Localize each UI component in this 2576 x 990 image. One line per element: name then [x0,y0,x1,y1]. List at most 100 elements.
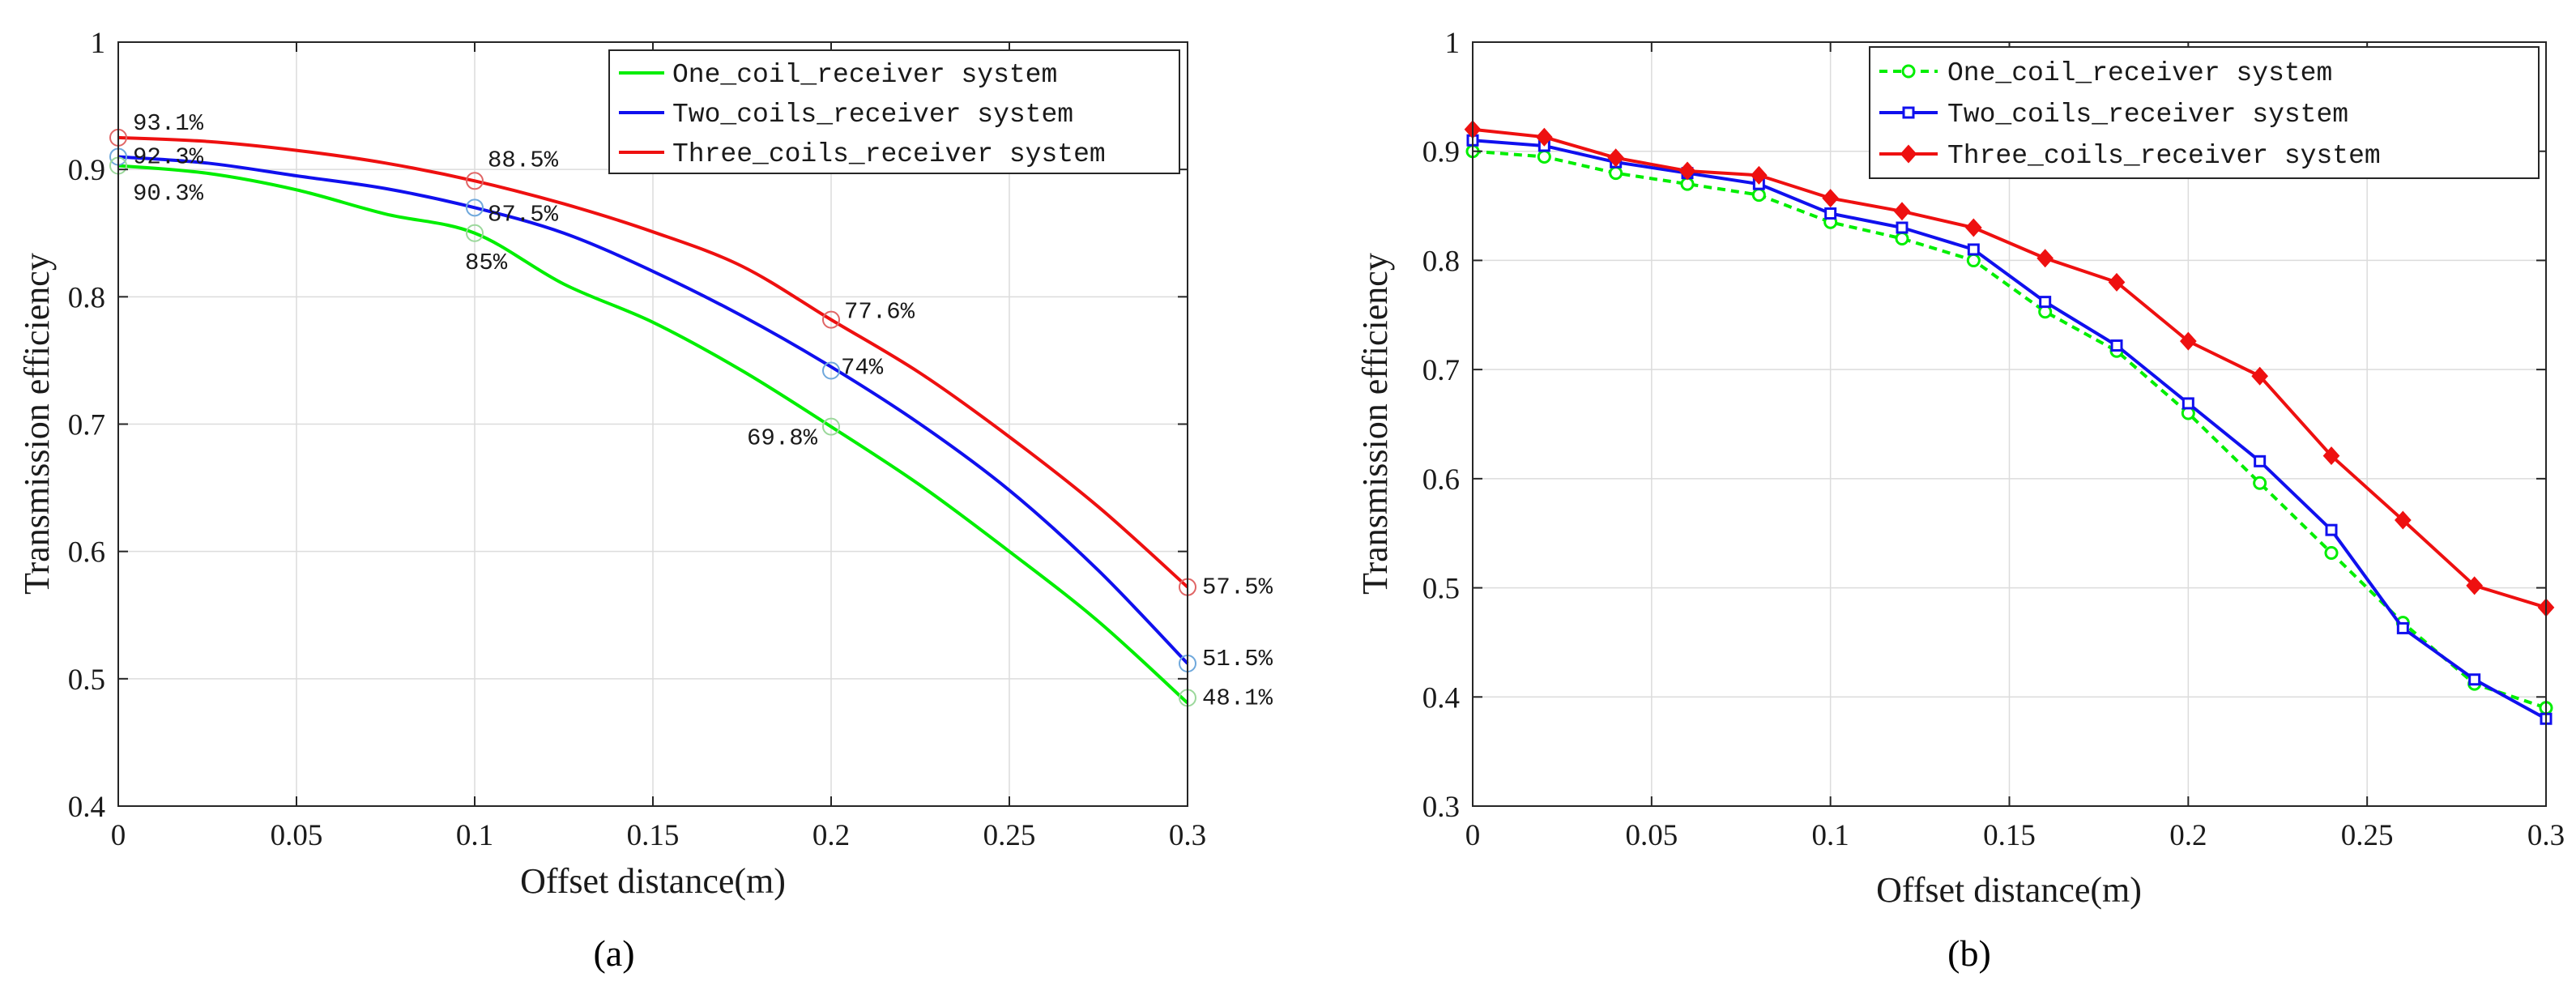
panel-b-x-tick-label: 0.15 [1983,819,2036,852]
panel-b-point-two_coils [2110,339,2123,352]
panel-b-point-two_coils [1824,207,1837,220]
panel-a-series-line-one_coil [117,164,1189,705]
panel-b-ticks: 0 0.05 0.1 0.15 0.2 0.25 0.3 0.3 0.4 0.5 0.6 0.7 0.8… [1422,27,2565,852]
panel-a-legend-label-three-coils: Three_coils_receiver system [672,139,1106,169]
panel-a-x-tick-label: 0.15 [627,819,680,852]
panel-b-point-three_coils [1964,218,1982,237]
panel-b-y-tick-label: 0.3 [1422,791,1460,824]
panel-a-annotation-label: 69.8% [747,425,818,452]
panel-a-y-tick-label: 0.5 [68,664,105,697]
panel-a-y-tick-label: 0.6 [68,536,105,570]
panel-b-y-axis-title: Transmission efficiency [1355,253,1395,595]
panel-a-series-line-three_coils [117,135,1189,589]
panel-b-point-three_coils [1893,202,1911,221]
panel-a-legend: One_coil_receiver system Two_coils_recei… [608,49,1180,174]
panel-b-chart: 0 0.05 0.1 0.15 0.2 0.25 0.3 0.3 0.4 0.5 0.6 0.7 0.8… [1355,27,2565,974]
panel-b-x-tick-label: 0 [1465,819,1481,852]
panel-a-annotation-label: 77.6% [844,299,915,326]
panel-b-x-tick-label: 0.3 [2527,819,2565,852]
panel-a-y-tick-label: 0.8 [68,281,105,314]
panel-b-point-two_coils [2325,523,2338,536]
panel-a-x-tick-label: 0.05 [271,819,323,852]
panel-b-y-tick-label: 0.4 [1422,681,1460,715]
panel-a-annotation-label: 93.1% [133,110,204,137]
panel-b-legend-label-three-coils: Three_coils_receiver system [1947,141,2381,171]
panel-b-point-one_coil [1751,188,1766,203]
panel-b-y-tick-label: 0.6 [1422,463,1460,497]
panel-a-y-tick-label: 0.7 [68,409,105,442]
panel-b-point-two_coils [2254,454,2267,467]
panel-a-annotation-marker [822,361,840,380]
panel-b-point-two_coils [2396,621,2409,634]
panel-a-x-tick-label: 0.2 [812,819,850,852]
panel-a-chart: 93.1% 92.3% 90.3% 88.5% 87.5% 85% 77.6% 74% 69.8… [17,27,1273,974]
panel-a-annotation-marker [466,224,484,242]
panel-b-x-axis-title: Offset distance(m) [1876,870,2142,910]
panel-b-point-two_coils [1896,221,1909,234]
panel-b-point-three_coils [2179,331,2197,351]
panel-b-point-two_coils [2039,296,2052,309]
panel-b-y-tick-label: 0.5 [1422,573,1460,606]
panel-a-x-tick-label: 0 [111,819,126,852]
panel-b-legend-marker-one-coil [1901,64,1916,79]
panel-a-legend-box [608,49,1180,174]
panel-a-y-tick-label: 0.9 [68,154,105,187]
panel-b-point-two_coils [1967,243,1980,256]
panel-a-annotation-label: 90.3% [133,180,204,207]
panel-b-point-three_coils [2394,510,2412,530]
panel-b-point-one_coil [2324,545,2339,560]
panel-b-legend-marker-two-coils [1902,106,1915,119]
panel-b-legend-label-one-coil: One_coil_receiver system [1947,58,2332,88]
panel-a-annotation-marker [822,417,840,436]
panel-b-point-one_coil [1537,149,1551,164]
panel-a-ticks: 0 0.05 0.1 0.15 0.2 0.25 0.3 0.4 0.5 0.6 0.7 0.8 0.9… [68,27,1206,852]
panel-b-caption: (b) [1947,932,1991,974]
panel-b-point-two_coils [2181,397,2194,410]
panel-a-x-tick-label: 0.3 [1169,819,1206,852]
panel-b-legend-marker-three-coils [1900,144,1917,164]
panel-b-point-three_coils [1535,127,1553,147]
panel-b-legend-box [1869,46,2540,179]
panel-a-annotation-label: 51.5% [1202,646,1273,672]
panel-a-y-axis-title: Transmission efficiency [17,253,57,595]
panel-a-x-tick-label: 0.1 [456,819,493,852]
panel-b-series-line-two_coils [1472,139,2547,720]
panel-a-y-tick-label: 0.4 [68,791,105,824]
panel-b-series [1464,120,2555,725]
panel-b-point-one_coil [1609,166,1623,181]
panel-b-point-two_coils [2468,673,2481,686]
panel-b-y-tick-label: 0.9 [1422,136,1460,169]
panel-a-annotations: 93.1% 92.3% 90.3% 88.5% 87.5% 85% 77.6% 74% 69.8… [109,110,1273,711]
panel-b-point-one_coil [1895,231,1909,245]
panel-a-annotation-label: 74% [841,354,884,381]
panel-a-series [117,135,1189,705]
panel-b-legend-label-two-coils: Two_coils_receiver system [1947,100,2348,130]
panel-a-annotation-label: 88.5% [488,147,559,173]
panel-b-series-line-three_coils [1472,127,2547,609]
panel-b-y-tick-label: 1 [1445,27,1461,60]
panel-b-y-tick-label: 0.7 [1422,354,1460,387]
panel-a-annotation-marker [466,172,484,190]
panel-a-caption: (a) [593,932,634,974]
panel-b-x-tick-label: 0.2 [2169,819,2207,852]
panel-b-point-three_coils [2108,272,2126,292]
panel-b-point-three_coils [1822,189,1840,208]
panel-b-point-three_coils [2251,366,2269,386]
panel-b-point-three_coils [2036,249,2054,268]
panel-a-x-tick-label: 0.25 [983,819,1036,852]
panel-b-legend: One_coil_receiver system Two_coils_recei… [1869,46,2540,179]
panel-b-point-one_coil [1966,253,1981,267]
panel-b-point-three_coils [1607,148,1625,168]
panel-b-point-three_coils [1750,165,1768,185]
panel-b-point-three_coils [1678,161,1696,181]
panel-b-x-tick-label: 0.05 [1625,819,1678,852]
panel-a-annotation-label: 85% [465,250,508,276]
panel-a-legend-label-one-coil: One_coil_receiver system [672,60,1057,90]
panel-b-point-three_coils [2466,576,2484,595]
panel-a-legend-label-two-coils: Two_coils_receiver system [672,100,1073,130]
panel-a-annotation-label: 87.5% [488,201,559,228]
panel-b-series-line-one_coil [1472,149,2547,710]
panel-a-x-axis-title: Offset distance(m) [520,861,786,901]
panel-a-annotation-label: 92.3% [133,143,204,170]
